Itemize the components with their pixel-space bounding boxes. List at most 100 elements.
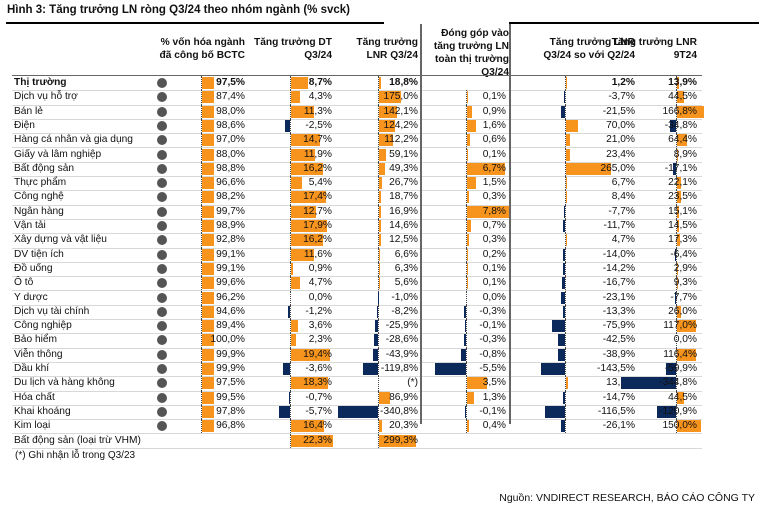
cell-value: -120,9% — [659, 405, 697, 417]
cell-value: 11,6% — [303, 248, 332, 260]
data-bar — [467, 277, 468, 290]
data-bar — [202, 363, 214, 375]
cell-value: 6,6% — [394, 248, 418, 260]
cell-value: 64,4% — [668, 134, 697, 146]
bar-axis — [676, 261, 677, 277]
data-bar — [202, 205, 214, 218]
cell-value: (*) — [407, 377, 418, 389]
table-row: DV tiện ích 99,1% 11,6% 6,6% 0,2% -14,0% -6,4% — [12, 247, 702, 263]
data-bar — [564, 91, 565, 104]
data-bar — [291, 220, 327, 232]
data-bar — [677, 191, 681, 204]
cell-value: 117,0% — [663, 320, 697, 332]
data-bar — [278, 405, 290, 418]
data-bar — [376, 305, 378, 318]
data-bar — [465, 320, 466, 333]
cell-value: 16,2% — [303, 162, 332, 174]
bar-axis — [378, 433, 379, 448]
bar-axis — [565, 161, 566, 177]
table-row: Giấy và lâm nghiệp 88,0% 11,9% 59,1% 0,1% 23,… — [12, 147, 702, 163]
status-dot-icon — [157, 378, 167, 389]
data-bar — [562, 248, 565, 261]
data-bar — [467, 119, 477, 132]
cell-value: 98,2% — [216, 191, 245, 203]
data-bar — [379, 234, 381, 247]
bar-axis — [565, 390, 566, 405]
data-bar — [461, 348, 466, 361]
data-bar — [291, 277, 301, 290]
cell-value: 22,3% — [303, 434, 332, 446]
bar-axis — [676, 290, 677, 305]
sector-name: Dịch vụ tài chính — [14, 305, 90, 317]
bar-axis — [565, 304, 566, 320]
data-bar — [467, 162, 506, 175]
data-bar — [338, 405, 378, 418]
cell-value: -0,8% — [479, 348, 506, 360]
data-bar — [677, 391, 685, 404]
cell-value: 97,5% — [216, 377, 245, 389]
data-bar — [379, 191, 382, 204]
bar-axis — [201, 90, 202, 105]
cell-value: 70,0% — [606, 119, 635, 131]
table-row: Dầu khí 99,9% -3,6% -119,8% -5,5% -143,5% -59,… — [12, 362, 702, 378]
column-header: Tăng trưởng LNR 9T24 — [611, 37, 697, 61]
bar-axis — [466, 176, 467, 191]
cell-value: -1,2% — [305, 305, 332, 317]
cell-value: 17,9% — [303, 220, 332, 231]
status-dot-icon — [157, 263, 167, 274]
cell-value: 26,0% — [668, 305, 697, 317]
data-bar — [561, 291, 565, 304]
bar-axis — [378, 118, 379, 134]
cell-value: -344,8% — [659, 377, 697, 389]
bar-axis — [201, 376, 202, 391]
bar-axis — [378, 376, 379, 391]
data-bar — [291, 262, 293, 275]
status-dot-icon — [157, 321, 167, 332]
bar-axis — [466, 276, 467, 291]
data-bar — [467, 191, 469, 204]
cell-value: 6,7% — [482, 162, 506, 174]
data-bar — [464, 305, 466, 318]
data-bar — [374, 320, 378, 333]
data-bar — [202, 220, 214, 232]
cell-value: -0,3% — [479, 305, 506, 317]
data-bar — [562, 305, 565, 318]
data-bar — [677, 220, 680, 232]
sector-name: Xây dựng và vật liệu — [14, 234, 107, 246]
column-header: Tăng trưởng LNR Q3/24 so với Q2/24 — [543, 37, 635, 61]
data-bar — [563, 220, 565, 232]
status-dot-icon — [157, 335, 167, 346]
bar-axis — [201, 347, 202, 362]
bar-axis — [676, 304, 677, 320]
column-header: Đóng góp vào tăng trưởng LN toàn thị trườn… — [433, 28, 509, 78]
cell-value: -14,2% — [602, 262, 635, 274]
data-bar — [677, 105, 704, 118]
bar-axis — [290, 247, 291, 262]
bar-axis — [378, 247, 379, 262]
data-bar — [677, 277, 679, 290]
cell-value: 299,3% — [383, 434, 418, 446]
data-bar — [291, 162, 324, 175]
data-bar — [677, 134, 688, 147]
cell-value: 0,9% — [482, 105, 506, 117]
data-bar — [677, 205, 680, 218]
cell-value: -17,1% — [664, 162, 697, 174]
table-row: Công nghệ 98,2% 17,4% 18,7% 0,3% 8,4% 23,5% — [12, 190, 702, 206]
cell-value: 0,0% — [482, 291, 506, 303]
sector-name: Đồ uống — [14, 262, 53, 274]
cell-value: 97,5% — [216, 77, 245, 88]
bar-axis — [565, 376, 566, 391]
bar-axis — [378, 90, 379, 105]
cell-value: 0,3% — [482, 191, 506, 203]
data-bar — [677, 320, 696, 333]
cell-value: 97,0% — [216, 134, 245, 146]
bar-axis — [378, 219, 379, 234]
data-bar — [677, 177, 681, 190]
bar-axis — [201, 190, 202, 205]
bar-axis — [466, 319, 467, 334]
bar-axis — [466, 333, 467, 348]
data-bar — [291, 248, 315, 261]
bar-axis — [565, 219, 566, 234]
data-bar — [379, 134, 394, 147]
bar-axis — [466, 190, 467, 205]
